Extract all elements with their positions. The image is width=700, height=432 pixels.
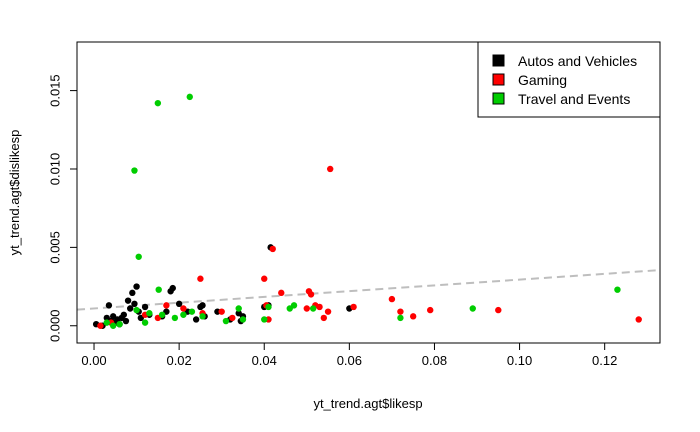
point-travel-and-events — [397, 314, 404, 322]
point-travel-and-events — [116, 320, 123, 328]
point-gaming — [180, 305, 187, 312]
point-gaming — [197, 275, 204, 282]
point-travel-and-events — [235, 305, 242, 312]
point-gaming — [409, 313, 417, 320]
point-travel-and-events — [131, 167, 138, 174]
point-autos-and-vehicles — [120, 311, 128, 318]
legend-swatch-travel-and-events — [492, 92, 505, 105]
point-travel-and-events — [133, 306, 140, 314]
point-travel-and-events — [222, 317, 230, 325]
point-travel-and-events — [146, 310, 153, 317]
x-axis-label: yt_trend.agt$likesp — [313, 396, 422, 411]
point-gaming — [307, 291, 315, 298]
point-gaming — [388, 295, 396, 303]
point-travel-and-events — [265, 303, 272, 311]
point-gaming — [229, 314, 236, 322]
x-tick-label: 0.10 — [507, 353, 532, 368]
point-autos-and-vehicles — [175, 300, 183, 308]
point-gaming — [218, 308, 225, 315]
point-travel-and-events — [309, 305, 317, 312]
point-gaming — [324, 308, 332, 315]
trend-line-layer — [76, 269, 661, 311]
point-gaming — [261, 275, 268, 282]
legend-label-travel-and-events: Travel and Events — [518, 91, 630, 107]
point-travel-and-events — [135, 253, 142, 260]
x-tick-label: 0.08 — [422, 353, 447, 368]
legend-label-gaming: Gaming — [518, 72, 567, 88]
point-gaming — [320, 314, 328, 322]
point-travel-and-events — [109, 322, 117, 329]
point-autos-and-vehicles — [192, 316, 200, 323]
legend-box — [477, 41, 661, 118]
point-autos-and-vehicles — [169, 284, 176, 292]
y-axis-label: yt_trend.agt$dislikesp — [7, 130, 22, 256]
point-autos-and-vehicles — [124, 297, 132, 304]
point-gaming — [427, 306, 434, 314]
point-travel-and-events — [171, 314, 179, 322]
point-travel-and-events — [188, 308, 196, 315]
point-autos-and-vehicles — [105, 302, 113, 309]
point-gaming — [350, 303, 357, 311]
point-autos-and-vehicles — [122, 317, 130, 325]
y-tick-label: 0.010 — [48, 153, 63, 186]
x-tick-label: 0.02 — [166, 353, 191, 368]
point-gaming — [316, 303, 323, 311]
point-travel-and-events — [239, 316, 247, 323]
point-travel-and-events — [141, 319, 149, 326]
point-gaming — [635, 316, 642, 323]
point-travel-and-events — [155, 286, 162, 293]
point-gaming — [495, 306, 502, 314]
y-tick-label: 0.005 — [48, 231, 63, 264]
point-autos-and-vehicles — [199, 302, 206, 309]
point-autos-and-vehicles — [141, 303, 149, 311]
legend-label-autos-and-vehicles: Autos and Vehicles — [518, 53, 637, 69]
point-travel-and-events — [180, 311, 187, 318]
point-travel-and-events — [154, 99, 162, 107]
point-gaming — [269, 245, 276, 253]
point-autos-and-vehicles — [131, 300, 138, 308]
legend-swatch-autos-and-vehicles — [492, 54, 505, 67]
data-points-layer — [92, 93, 642, 329]
x-axis: 0.00 0.02 0.04 0.06 0.08 0.10 0.12 — [81, 342, 617, 368]
point-autos-and-vehicles — [129, 289, 136, 297]
point-travel-and-events — [290, 302, 298, 309]
point-gaming — [163, 302, 170, 309]
point-gaming — [97, 322, 104, 329]
point-travel-and-events — [186, 93, 193, 101]
point-travel-and-events — [469, 305, 476, 312]
x-tick-label: 0.06 — [337, 353, 362, 368]
point-travel-and-events — [261, 316, 268, 323]
point-gaming — [303, 305, 310, 312]
x-tick-label: 0.12 — [592, 353, 617, 368]
y-tick-label: 0.015 — [48, 74, 63, 107]
point-gaming — [397, 308, 404, 315]
y-tick-label: 0.000 — [48, 309, 63, 342]
point-travel-and-events — [199, 313, 206, 320]
x-tick-label: 0.00 — [81, 353, 106, 368]
point-travel-and-events — [614, 286, 621, 293]
point-gaming — [278, 289, 285, 297]
point-travel-and-events — [103, 319, 110, 326]
x-tick-label: 0.04 — [252, 353, 277, 368]
point-gaming — [327, 165, 334, 173]
trend-line — [76, 269, 661, 311]
point-autos-and-vehicles — [126, 305, 134, 312]
legend-swatch-gaming — [492, 73, 505, 86]
legend: Autos and Vehicles Gaming Travel and Event… — [477, 41, 661, 118]
point-travel-and-events — [158, 311, 166, 318]
point-autos-and-vehicles — [133, 283, 140, 290]
y-axis: 0.000 0.005 0.010 0.015 — [48, 74, 78, 342]
